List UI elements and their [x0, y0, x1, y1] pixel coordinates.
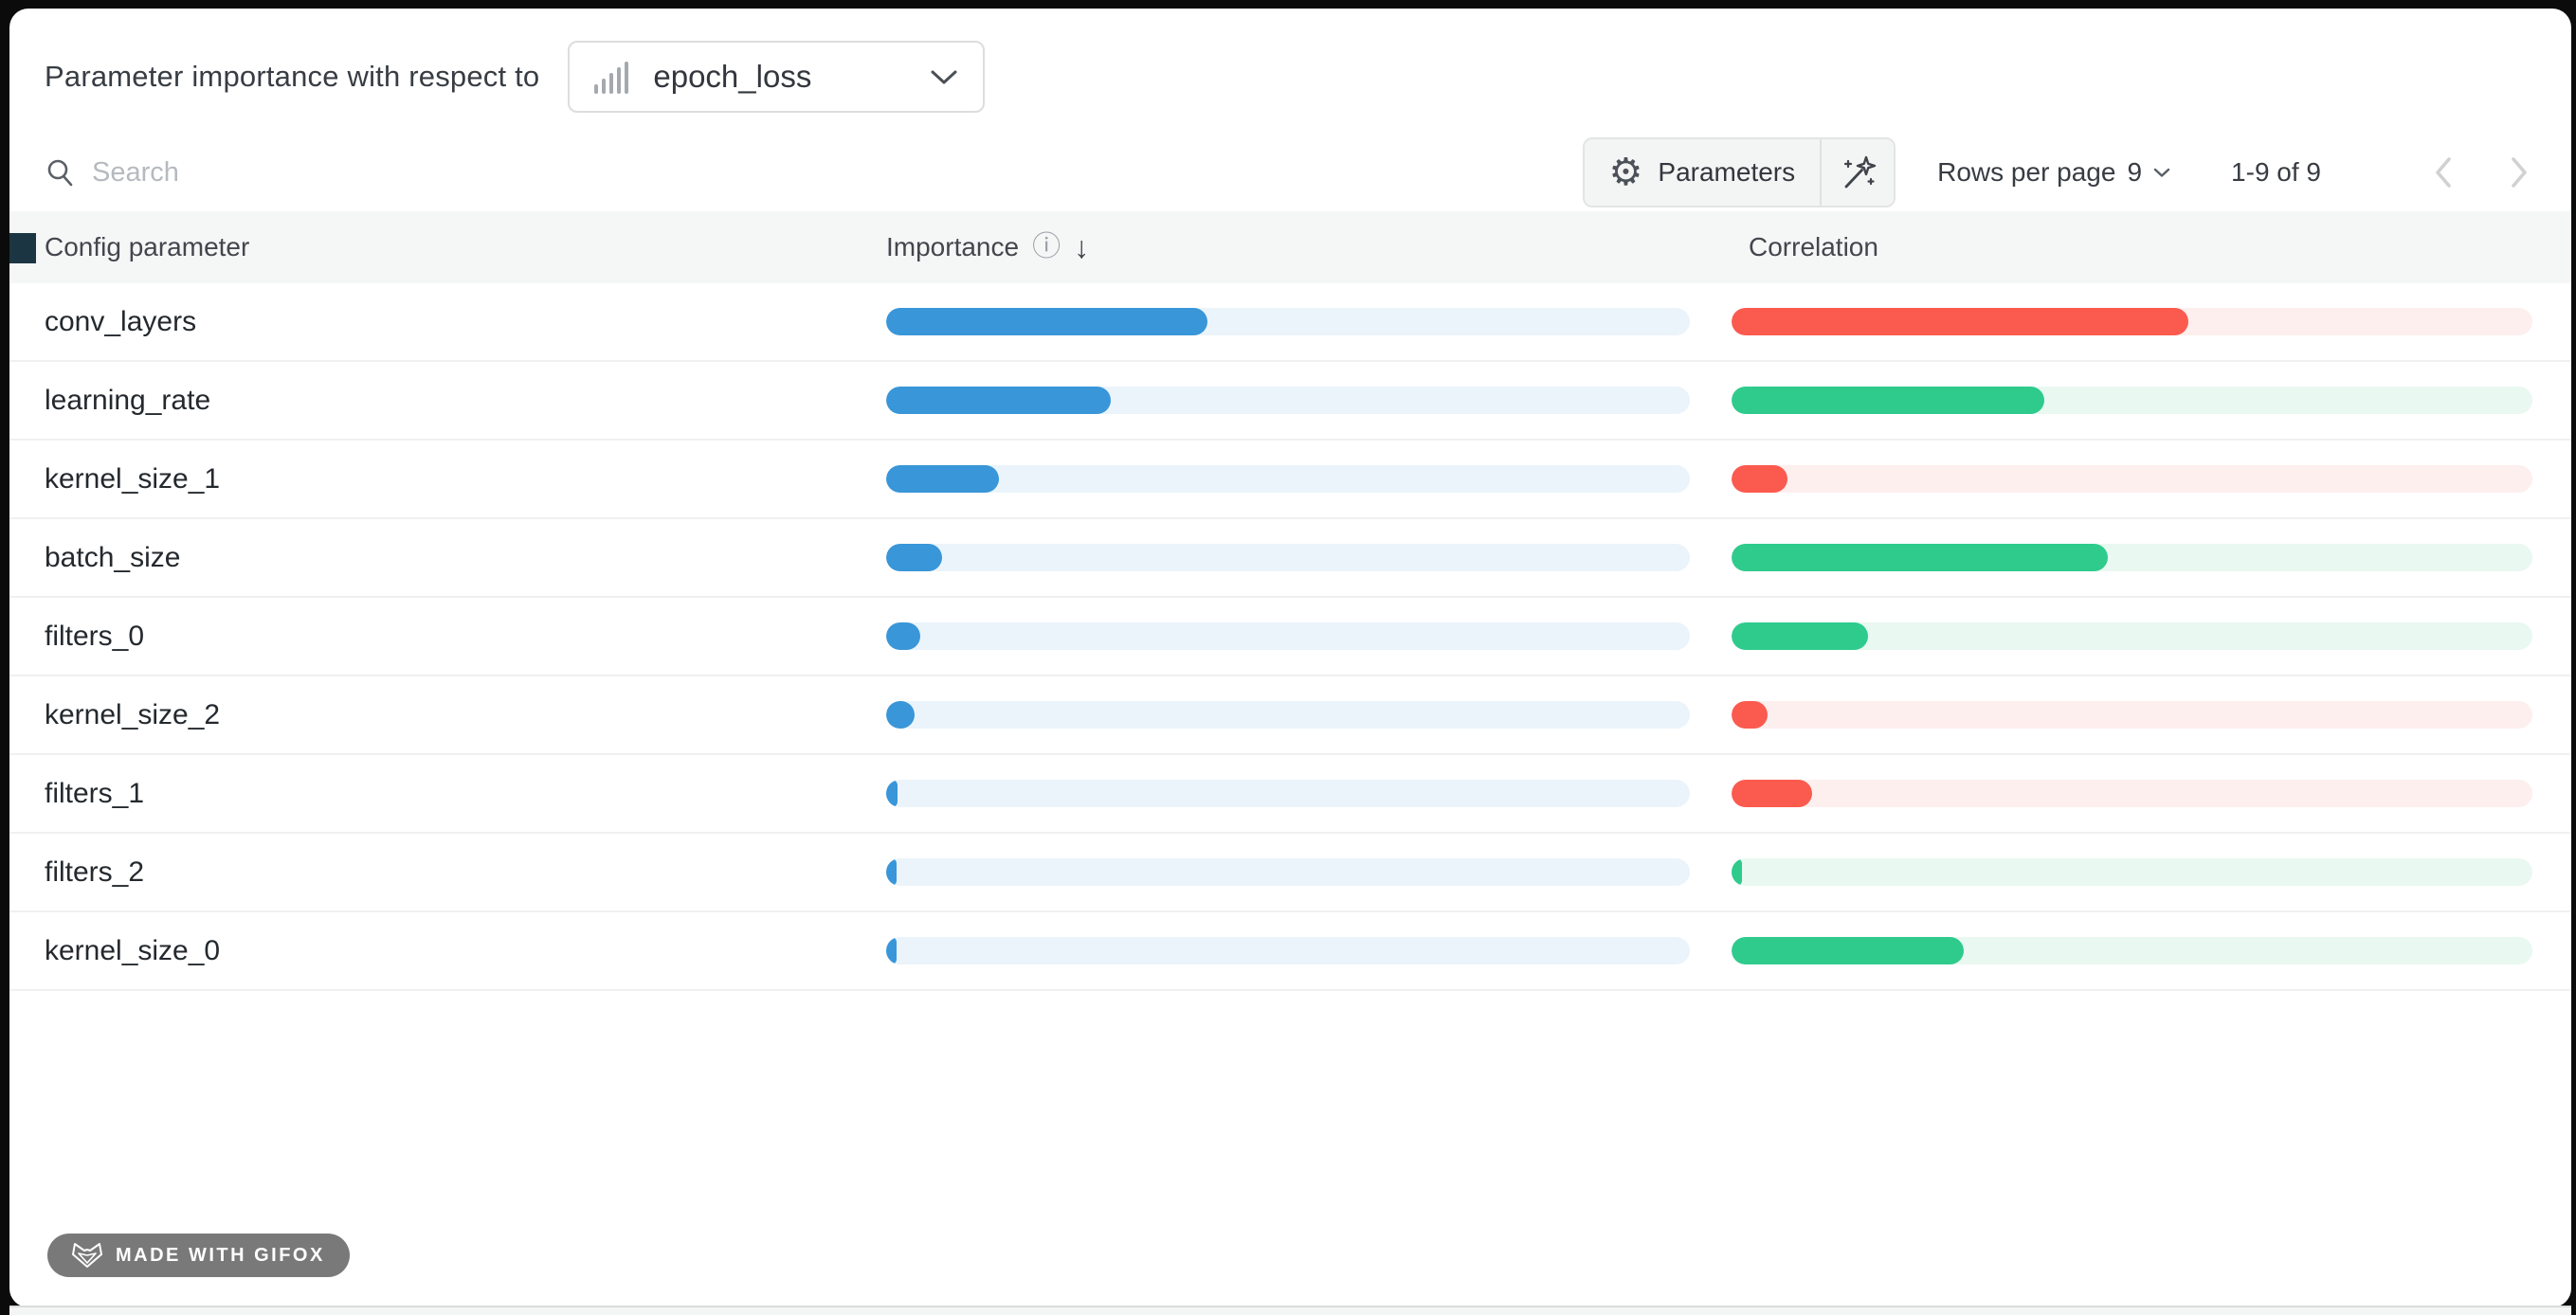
importance-bar-fill — [886, 701, 915, 729]
correlation-bar-fill — [1732, 308, 2188, 335]
parameter-name: kernel_size_2 — [45, 698, 221, 730]
parameter-name: batch_size — [45, 541, 181, 573]
importance-bar — [886, 387, 1690, 414]
importance-bar — [886, 622, 1690, 650]
table-row[interactable]: kernel_size_1 — [9, 441, 2571, 519]
previous-page-button[interactable] — [2433, 155, 2454, 189]
importance-bar — [886, 465, 1690, 493]
importance-bar — [886, 308, 1690, 335]
made-with-gifox-badge[interactable]: MADE WITH GIFOX — [47, 1234, 350, 1277]
table-row[interactable]: conv_layers — [9, 283, 2571, 362]
metric-selector-dropdown[interactable]: epoch_loss — [568, 41, 986, 113]
sort-descending-icon[interactable]: ↓ — [1074, 230, 1090, 264]
correlation-bar — [1732, 701, 2532, 729]
importance-bar-fill — [886, 387, 1112, 414]
importance-bar-fill — [886, 622, 920, 650]
correlation-bar — [1732, 780, 2532, 807]
correlation-bar-fill — [1732, 387, 2044, 414]
chevron-left-icon — [2436, 157, 2451, 188]
correlation-bar-fill — [1732, 465, 1788, 493]
table-row[interactable]: kernel_size_0 — [9, 912, 2571, 991]
correlation-bar — [1732, 858, 2532, 886]
rows-per-page-value: 9 — [2127, 157, 2143, 187]
panel-title: Parameter importance with respect to — [45, 60, 540, 93]
correlation-bar — [1732, 937, 2532, 964]
correlation-bar-fill — [1732, 622, 1868, 650]
background-artifact — [9, 233, 36, 263]
correlation-bar — [1732, 622, 2532, 650]
parameter-importance-panel: Parameter importance with respect to epo… — [9, 9, 2571, 1307]
parameter-name: kernel_size_0 — [45, 934, 221, 966]
metric-bars-icon — [594, 60, 629, 94]
parameter-name: filters_2 — [45, 856, 145, 888]
parameters-button[interactable]: ⚙ Parameters — [1584, 139, 1823, 206]
table-toolbar: ⚙ Parameters — [9, 134, 2571, 211]
parameter-name: kernel_size_1 — [45, 462, 221, 495]
pagination-controls — [2433, 155, 2530, 189]
correlation-bar-fill — [1732, 544, 2109, 571]
correlation-bar-fill — [1732, 701, 1769, 729]
column-header-importance[interactable]: Importance ⓘ ↓ — [886, 230, 1090, 264]
importance-bar — [886, 544, 1690, 571]
info-icon: ⓘ — [1032, 231, 1061, 262]
column-header-correlation: Correlation — [1749, 232, 1878, 261]
magic-wand-icon — [1844, 155, 1877, 189]
table-row[interactable]: filters_2 — [9, 834, 2571, 912]
importance-bar-fill — [886, 780, 898, 807]
gifox-fox-icon — [72, 1243, 102, 1268]
gear-icon: ⚙ — [1608, 152, 1643, 193]
chevron-right-icon — [2512, 157, 2527, 188]
search-icon — [47, 159, 73, 187]
rows-per-page-label: Rows per page — [1937, 157, 2116, 187]
chevron-down-icon — [931, 70, 957, 84]
metric-selector-value: epoch_loss — [653, 59, 812, 94]
correlation-bar — [1732, 544, 2532, 571]
search-box[interactable] — [45, 155, 765, 189]
table-row[interactable]: kernel_size_2 — [9, 676, 2571, 755]
magic-wand-button[interactable] — [1822, 139, 1895, 206]
importance-bar — [886, 858, 1690, 886]
importance-bar — [886, 937, 1690, 964]
table-row[interactable]: batch_size — [9, 519, 2571, 598]
importance-bar — [886, 701, 1690, 729]
column-header-config-parameter: Config parameter — [45, 232, 250, 261]
correlation-bar-fill — [1732, 937, 1965, 964]
parameter-name: filters_0 — [45, 620, 145, 652]
search-input[interactable] — [90, 155, 700, 189]
correlation-bar — [1732, 465, 2532, 493]
importance-bar-fill — [886, 465, 999, 493]
importance-bar — [886, 780, 1690, 807]
table-header-row: Config parameter Importance ⓘ ↓ Correlat… — [9, 211, 2571, 283]
gifox-badge-text: MADE WITH GIFOX — [116, 1244, 325, 1266]
importance-bar-fill — [886, 308, 1208, 335]
bottom-edge-strip — [9, 1306, 2571, 1315]
toolbar-right: ⚙ Parameters — [1582, 137, 2543, 207]
panel-header: Parameter importance with respect to epo… — [9, 9, 2571, 134]
correlation-bar — [1732, 387, 2532, 414]
importance-bar-fill — [886, 937, 897, 964]
table-row[interactable]: filters_0 — [9, 598, 2571, 676]
next-page-button[interactable] — [2509, 155, 2530, 189]
correlation-bar-fill — [1732, 858, 1742, 886]
importance-bar-fill — [886, 858, 898, 886]
chevron-down-icon — [2153, 168, 2170, 177]
table-row[interactable]: learning_rate — [9, 362, 2571, 441]
importance-bar-fill — [886, 544, 943, 571]
parameter-name: learning_rate — [45, 384, 211, 416]
correlation-bar-fill — [1732, 780, 1812, 807]
parameters-button-label: Parameters — [1658, 157, 1796, 187]
rows-per-page-select[interactable]: Rows per page 9 — [1937, 157, 2170, 188]
column-settings-button-group: ⚙ Parameters — [1582, 137, 1896, 207]
parameter-name: conv_layers — [45, 305, 197, 337]
correlation-bar — [1732, 308, 2532, 335]
parameter-name: filters_1 — [45, 777, 145, 809]
pagination-range: 1-9 of 9 — [2231, 157, 2321, 187]
table-row[interactable]: filters_1 — [9, 755, 2571, 834]
